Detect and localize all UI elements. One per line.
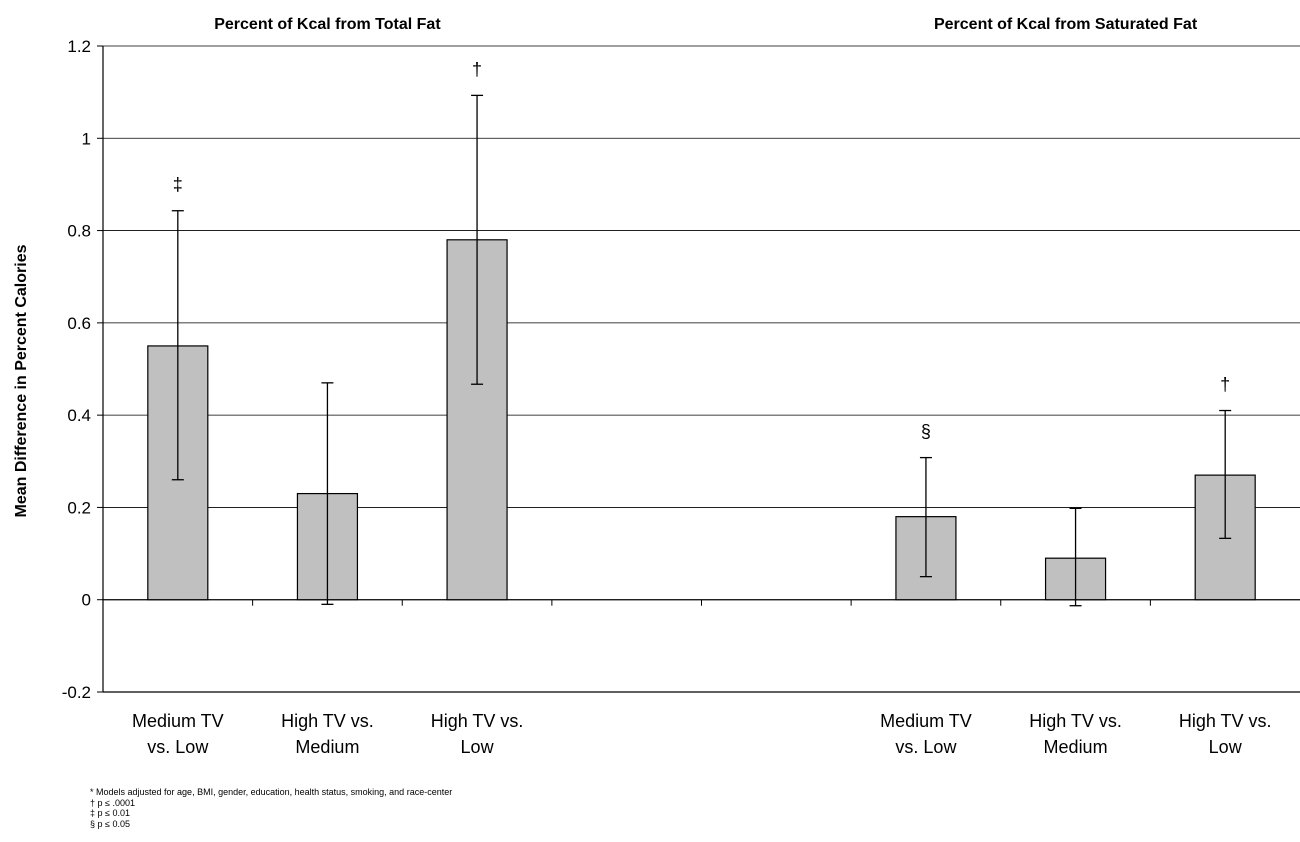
significance-mark: § (921, 422, 931, 442)
y-axis-title: Mean Difference in Percent Calories (13, 244, 30, 517)
bars (147, 239, 1256, 601)
significance-mark: † (472, 59, 482, 79)
y-tick-label: 0.4 (67, 406, 91, 425)
footnote-dagger: † p ≤ .0001 (90, 797, 135, 808)
y-tick-label: 0 (82, 591, 91, 610)
category-label: Medium TV (880, 711, 972, 731)
footnotes: * Models adjusted for age, BMI, gender, … (90, 787, 452, 829)
category-label: Low (461, 737, 495, 757)
category-label: High TV vs. (431, 711, 524, 731)
footnote-models: * Models adjusted for age, BMI, gender, … (90, 787, 453, 797)
category-label: Medium (295, 737, 359, 757)
y-tick-label: 0.8 (67, 222, 91, 241)
panel-title-total-fat: Percent of Kcal from Total Fat (214, 16, 441, 33)
axes (97, 45, 1300, 693)
category-label: High TV vs. (281, 711, 374, 731)
panel-title-saturated-fat: Percent of Kcal from Saturated Fat (934, 16, 1198, 33)
category-label: High TV vs. (1179, 711, 1272, 731)
y-tick-label: 0.2 (67, 498, 91, 517)
footnote-double-dagger: ‡ p ≤ 0.01 (90, 808, 130, 818)
gridlines (103, 45, 1300, 508)
y-tick-label: 1.2 (67, 37, 91, 56)
error-bars (171, 94, 1232, 607)
y-tick-label: 1 (82, 129, 91, 148)
y-tick-label: 0.6 (67, 314, 91, 333)
y-tick-label: -0.2 (62, 683, 91, 702)
significance-mark: † (1220, 375, 1230, 395)
category-label: Medium TV (132, 711, 224, 731)
significance-mark: ‡ (173, 175, 183, 195)
labels: -0.2 0 0.2 0.4 0.6 0.8 1 1.2 Mean Difference in … (13, 16, 1272, 757)
category-label: vs. Low (147, 737, 209, 757)
category-label: vs. Low (895, 737, 957, 757)
category-label: High TV vs. (1029, 711, 1122, 731)
category-label: Medium (1044, 737, 1108, 757)
category-label: Low (1209, 737, 1243, 757)
footnote-section: § p ≤ 0.05 (90, 818, 130, 829)
